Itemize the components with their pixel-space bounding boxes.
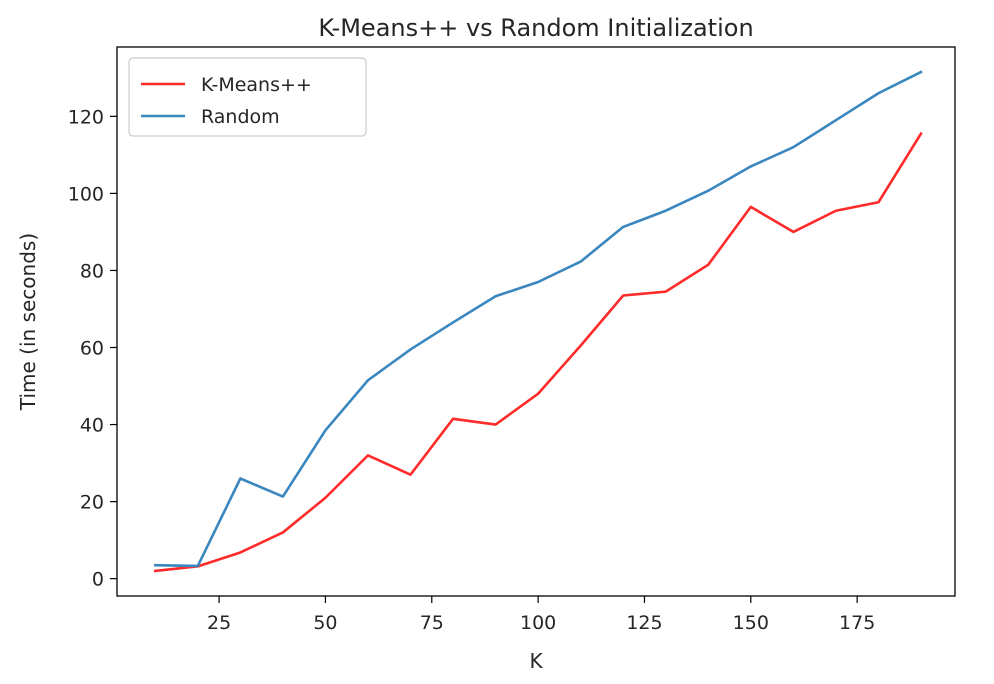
legend: K-Means++ Random (128, 57, 367, 137)
series-lines (153, 70, 923, 573)
x-tick-label: 150 (733, 612, 769, 634)
series-line-k-means (153, 131, 923, 573)
y-tick-label: 100 (68, 183, 104, 205)
x-tick-label: 100 (520, 612, 556, 634)
y-tick-label: 0 (92, 569, 104, 591)
y-tick-label: 20 (80, 492, 104, 514)
axis-ticks: 25 50 75 100 125 150 175 0 20 40 60 80 100 120 (68, 106, 876, 634)
x-tick-label: 75 (420, 612, 444, 634)
x-axis-label: K (529, 649, 543, 673)
x-tick-label: 25 (207, 612, 231, 634)
chart-title: K-Means++ vs Random Initialization (318, 14, 753, 42)
legend-box (128, 57, 367, 137)
y-axis-label: Time (in seconds) (16, 233, 40, 411)
legend-label: K-Means++ (201, 74, 312, 96)
x-tick-label: 175 (839, 612, 875, 634)
x-tick-label: 125 (626, 612, 662, 634)
y-tick-label: 80 (80, 260, 104, 282)
y-tick-label: 40 (80, 415, 104, 437)
y-tick-label: 60 (80, 338, 104, 360)
series-line-random (153, 70, 923, 568)
plot-frame (116, 46, 956, 597)
x-tick-label: 50 (313, 612, 337, 634)
y-tick-label: 120 (68, 106, 104, 128)
legend-label: Random (201, 106, 280, 128)
